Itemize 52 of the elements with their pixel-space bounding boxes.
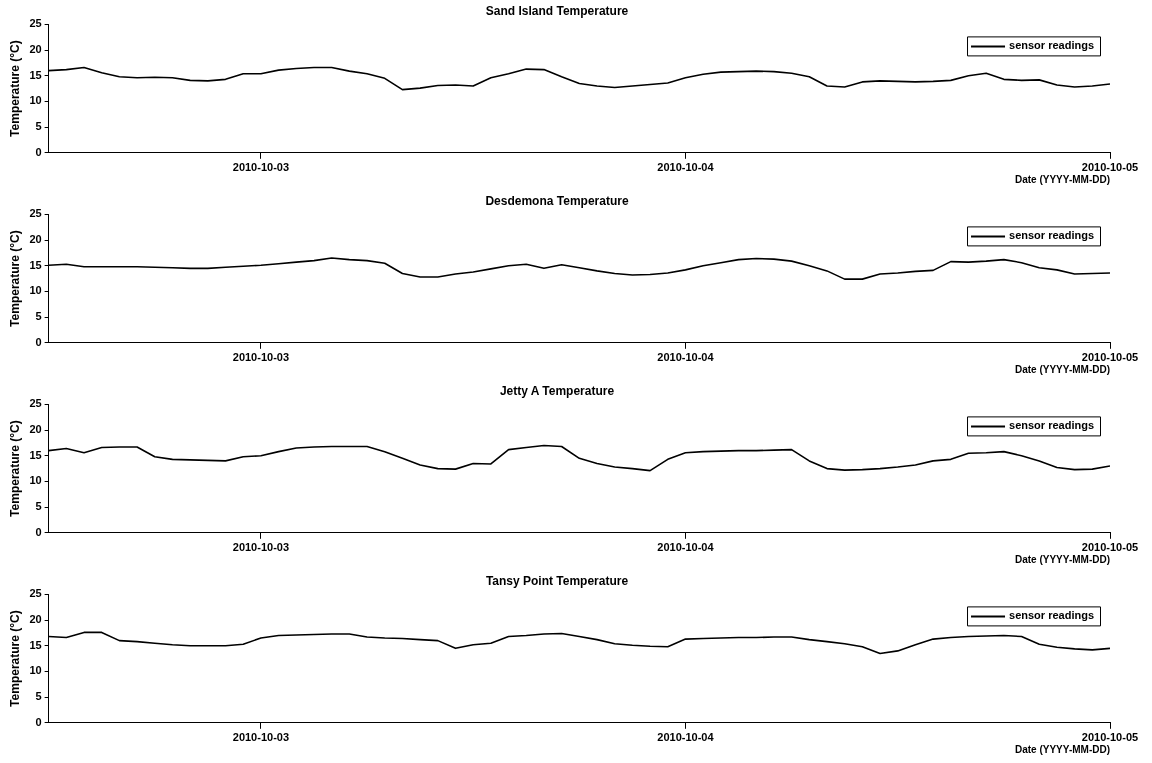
y-tick-label: 10 — [29, 284, 42, 297]
y-tick-label: 15 — [29, 638, 42, 651]
y-tick-label: 10 — [29, 94, 42, 107]
y-tick-label: 0 — [35, 335, 42, 348]
x-tick-label: 2010-10-05 — [1081, 541, 1139, 554]
x-axis-title: Date (YYYY-MM-DD) — [1014, 743, 1110, 755]
y-tick-label: 0 — [35, 145, 42, 158]
x-tick-label: 2010-10-04 — [657, 351, 715, 364]
y-tick-label: 25 — [29, 207, 42, 220]
y-tick-label: 25 — [29, 17, 42, 30]
x-axis-title: Date (YYYY-MM-DD) — [1014, 363, 1110, 375]
y-tick-label: 25 — [29, 397, 42, 410]
y-tick-label: 20 — [29, 43, 42, 56]
y-axis-title: Temperature (°C) — [7, 420, 22, 517]
y-tick-label: 15 — [29, 448, 42, 461]
y-tick-label: 10 — [29, 664, 42, 677]
y-axis-title: Temperature (°C) — [7, 40, 22, 137]
x-tick-label: 2010-10-03 — [232, 351, 290, 364]
x-tick-label: 2010-10-03 — [232, 161, 290, 174]
legend-label: sensor readings — [1009, 229, 1095, 242]
y-axis-title: Temperature (°C) — [7, 610, 22, 707]
chart-title: Desdemona Temperature — [485, 193, 629, 208]
y-tick-label: 5 — [35, 500, 42, 513]
x-tick-label: 2010-10-05 — [1081, 161, 1139, 174]
x-tick-label: 2010-10-04 — [657, 541, 715, 554]
y-tick-label: 5 — [35, 690, 42, 703]
x-tick-label: 2010-10-05 — [1081, 351, 1139, 364]
y-tick-label: 0 — [35, 525, 42, 538]
y-axis-title: Temperature (°C) — [7, 230, 22, 327]
x-axis-title: Date (YYYY-MM-DD) — [1014, 173, 1110, 185]
y-tick-label: 5 — [35, 120, 42, 133]
y-tick-label: 5 — [35, 310, 42, 323]
x-tick-label: 2010-10-04 — [657, 161, 715, 174]
y-tick-label: 0 — [35, 715, 42, 728]
y-tick-label: 10 — [29, 474, 42, 487]
x-tick-label: 2010-10-03 — [232, 541, 290, 554]
x-tick-label: 2010-10-03 — [232, 731, 290, 744]
y-tick-label: 20 — [29, 613, 42, 626]
legend-label: sensor readings — [1009, 39, 1095, 52]
y-tick-label: 25 — [29, 587, 42, 600]
legend-label: sensor readings — [1009, 609, 1095, 622]
chart-title: Jetty A Temperature — [499, 383, 615, 398]
chart-title: Tansy Point Temperature — [485, 573, 629, 588]
y-tick-label: 20 — [29, 233, 42, 246]
y-tick-label: 20 — [29, 423, 42, 436]
x-axis-title: Date (YYYY-MM-DD) — [1014, 553, 1110, 565]
legend-label: sensor readings — [1009, 419, 1095, 432]
x-tick-label: 2010-10-04 — [657, 731, 715, 744]
y-tick-label: 15 — [29, 258, 42, 271]
x-tick-label: 2010-10-05 — [1081, 731, 1139, 744]
chart-title: Sand Island Temperature — [485, 3, 629, 18]
y-tick-label: 15 — [29, 68, 42, 81]
